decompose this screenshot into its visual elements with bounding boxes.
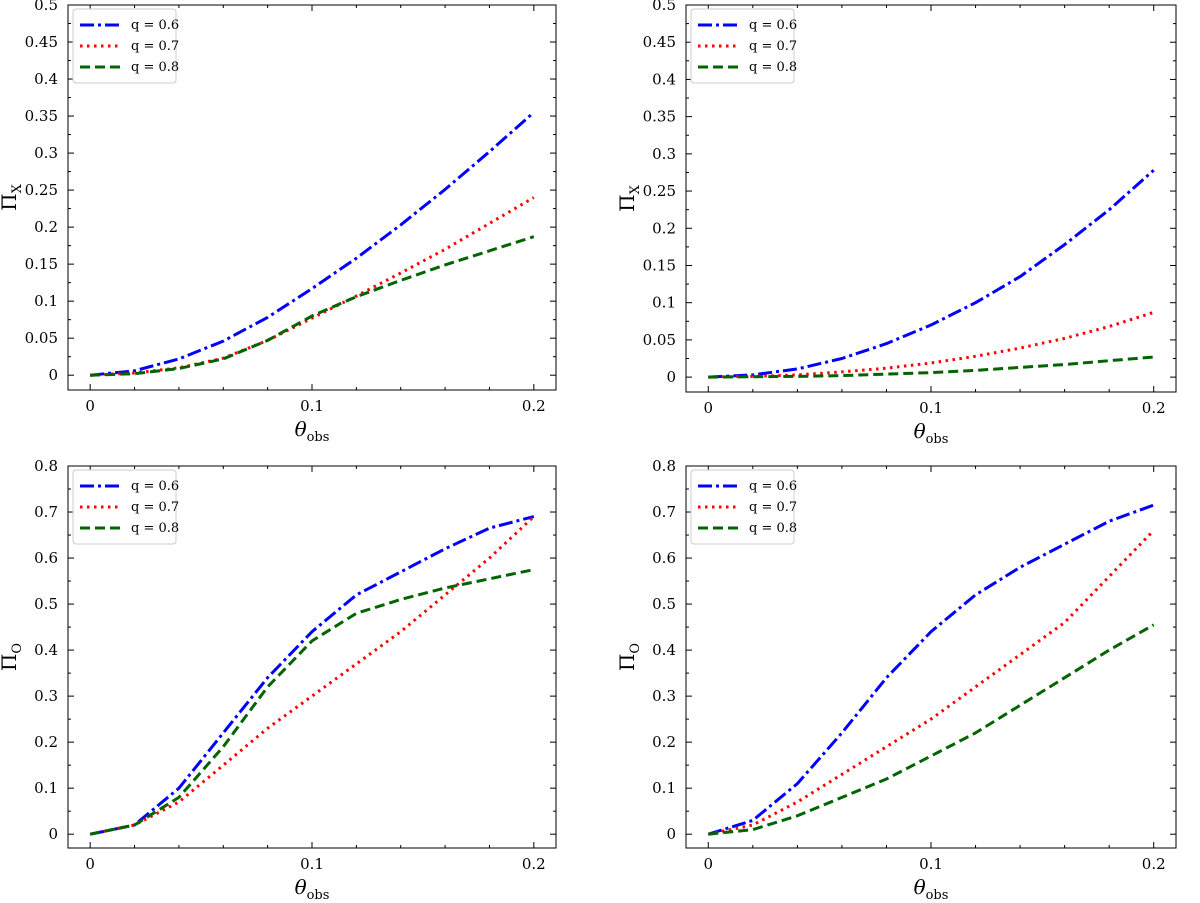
x-axis-label: θobs xyxy=(295,875,330,903)
y-axis-label: ΠX xyxy=(0,183,25,210)
y-tick-label: 0.3 xyxy=(34,687,58,705)
y-tick-label: 0.5 xyxy=(652,0,676,14)
y-tick-label: 0.25 xyxy=(643,182,676,200)
legend-label-q07: q = 0.7 xyxy=(131,39,179,54)
x-tick-label: 0.2 xyxy=(1142,399,1166,417)
y-tick-label: 0.4 xyxy=(652,641,676,659)
y-tick-label: 0.1 xyxy=(652,294,676,312)
y-tick-label: 0.35 xyxy=(25,107,58,125)
legend-frame xyxy=(690,8,795,84)
y-tick-label: 0.15 xyxy=(25,255,58,273)
x-axis-label: θobs xyxy=(914,419,949,447)
chart-panel-2: 0 0.05 0.1 0.15 0.2 0.25 0.3 0.35 0.4 0.45 0.5 0 0.1… xyxy=(615,0,1177,447)
y-tick-label: 0.8 xyxy=(652,457,676,475)
y-tick-label: 0.7 xyxy=(34,503,58,521)
y-tick-label: 0.6 xyxy=(34,549,58,567)
y-tick-label: 0.05 xyxy=(643,331,676,349)
chart-panel-1: 0 0.05 0.1 0.15 0.2 0.25 0.3 0.35 0.4 0.45 0.5 0 0.1… xyxy=(0,0,557,445)
y-axis-label: ΠO xyxy=(615,643,643,671)
legend-label-q06: q = 0.6 xyxy=(131,18,179,33)
x-tick-label: 0.1 xyxy=(919,399,943,417)
y-tick-label: 0.45 xyxy=(643,33,676,51)
legend-label-q08: q = 0.8 xyxy=(749,521,797,536)
y-tick-label: 0.7 xyxy=(652,503,676,521)
x-tick-label: 0 xyxy=(85,855,95,873)
y-axis-label: ΠX xyxy=(615,184,643,211)
y-tick-label: 0.3 xyxy=(652,687,676,705)
legend-frame xyxy=(690,469,795,545)
y-tick-label: 0 xyxy=(48,825,58,843)
series-line-q07 xyxy=(90,196,535,377)
legend-label-q06: q = 0.6 xyxy=(749,18,797,33)
y-tick-label: 0.45 xyxy=(25,33,58,51)
x-tick-label: 0.1 xyxy=(919,855,943,873)
series-line-q07 xyxy=(89,515,535,836)
x-tick-label: 0 xyxy=(703,855,713,873)
series-line-q08 xyxy=(708,623,1155,836)
y-tick-label: 0.5 xyxy=(34,595,58,613)
y-tick-label: 0.4 xyxy=(34,641,58,659)
y-tick-label: 0.15 xyxy=(643,256,676,274)
legend: q = 0.6 q = 0.7 q = 0.8 xyxy=(690,8,797,84)
x-axis-label: θobs xyxy=(914,875,949,903)
y-tick-label: 0.1 xyxy=(34,779,58,797)
y-tick-label: 0.2 xyxy=(34,733,58,751)
legend: q = 0.6 q = 0.7 q = 0.8 xyxy=(690,469,797,545)
x-axis-label: θobs xyxy=(295,417,330,445)
legend-label-q07: q = 0.7 xyxy=(131,500,179,515)
y-tick-label: 0.3 xyxy=(34,144,58,162)
y-tick-label: 0.2 xyxy=(34,218,58,236)
y-tick-label: 0.5 xyxy=(652,595,676,613)
y-tick-label: 0 xyxy=(666,825,676,843)
x-tick-label: 0.2 xyxy=(522,397,546,415)
legend-label-q07: q = 0.7 xyxy=(749,39,797,54)
y-axis-label: ΠO xyxy=(0,643,25,671)
legend-label-q08: q = 0.8 xyxy=(131,60,179,75)
x-tick-label: 0.2 xyxy=(1142,855,1166,873)
legend-label-q07: q = 0.7 xyxy=(749,500,797,515)
legend-frame xyxy=(72,8,177,84)
legend-label-q06: q = 0.6 xyxy=(131,479,179,494)
x-tick-label: 0.2 xyxy=(522,855,546,873)
legend-frame xyxy=(72,469,177,545)
series-line-q06 xyxy=(708,169,1155,379)
chart-panel-4: 0 0.1 0.2 0.3 0.4 0.5 0.6 0.7 0.8 0 0.1 0.2 θobs ΠO q … xyxy=(615,457,1177,903)
y-tick-label: 0.6 xyxy=(652,549,676,567)
y-tick-label: 0.1 xyxy=(652,779,676,797)
y-tick-label: 0.35 xyxy=(643,108,676,126)
x-tick-label: 0.1 xyxy=(300,855,324,873)
y-tick-label: 0.5 xyxy=(34,0,58,14)
y-tick-label: 0 xyxy=(48,366,58,384)
y-tick-label: 0 xyxy=(666,368,676,386)
x-tick-label: 0.1 xyxy=(300,397,324,415)
x-tick-label: 0 xyxy=(703,399,713,417)
y-tick-label: 0.8 xyxy=(34,457,58,475)
y-tick-label: 0.4 xyxy=(34,70,58,88)
legend: q = 0.6 q = 0.7 q = 0.8 xyxy=(72,469,179,545)
legend-label-q06: q = 0.6 xyxy=(749,479,797,494)
chart-panel-3: 0 0.1 0.2 0.3 0.4 0.5 0.6 0.7 0.8 0 0.1 0.2 θobs ΠO q … xyxy=(0,457,557,903)
legend-label-q08: q = 0.8 xyxy=(749,60,797,75)
series-line-q08 xyxy=(90,235,535,377)
y-tick-label: 0.3 xyxy=(652,145,676,163)
series-line-q06 xyxy=(89,515,535,836)
series-line-q07 xyxy=(707,529,1155,836)
series-line-q06 xyxy=(90,111,535,377)
y-tick-label: 0.1 xyxy=(34,292,58,310)
y-tick-label: 0.25 xyxy=(25,181,58,199)
legend: q = 0.6 q = 0.7 q = 0.8 xyxy=(72,8,179,84)
series-line-q06 xyxy=(707,503,1155,836)
y-tick-label: 0.2 xyxy=(652,219,676,237)
y-tick-label: 0.4 xyxy=(652,70,676,88)
legend-label-q08: q = 0.8 xyxy=(131,521,179,536)
y-tick-label: 0.05 xyxy=(25,329,58,347)
series-line-q08 xyxy=(89,568,535,836)
y-tick-label: 0.2 xyxy=(652,733,676,751)
x-tick-label: 0 xyxy=(85,397,95,415)
